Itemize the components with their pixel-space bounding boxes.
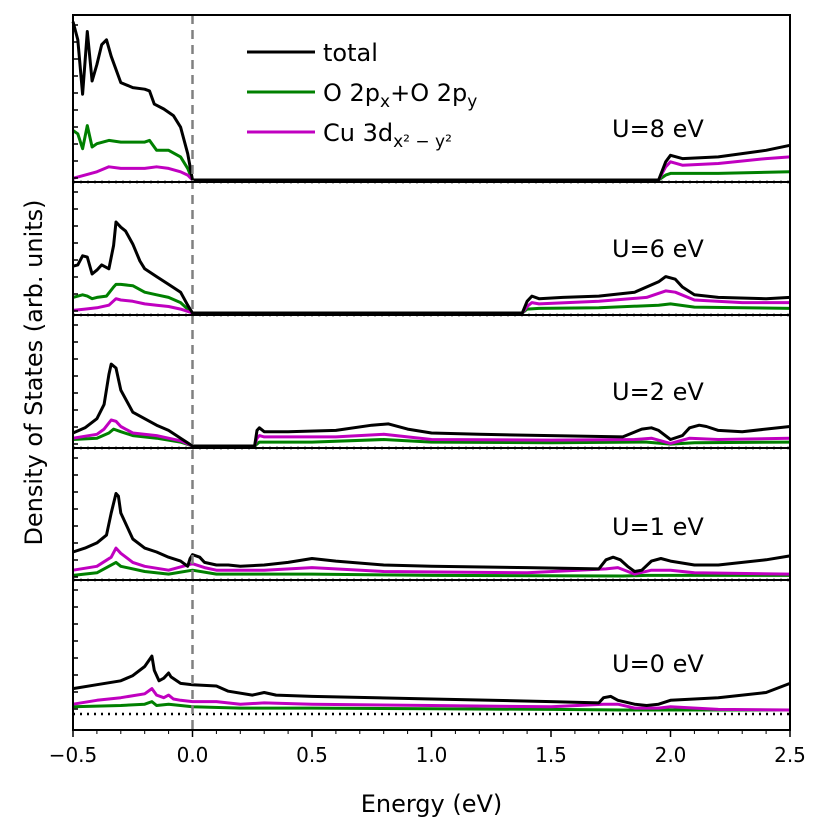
- legend-label-base: total: [323, 39, 378, 67]
- legend-label-subscript: x: [380, 92, 390, 112]
- series-total-line: [72, 492, 791, 573]
- plot-frame-layer: [72, 14, 791, 731]
- panel-labels: U=8 eV U=6 eV U=2 eV U=1 eV U=0 eV: [612, 115, 704, 678]
- x-axis-ticks: −0.5 0.0 0.5 1.0 1.5 2.0 2.5: [49, 730, 806, 767]
- series-cu-line: [72, 155, 791, 182]
- panel-label: U=1 eV: [612, 513, 704, 541]
- x-tick-label: 0.5: [296, 743, 328, 767]
- legend: total O 2px+O 2py Cu 3dx² − y²: [247, 39, 477, 152]
- legend-label-subscript: y: [467, 92, 477, 112]
- series-o-line: [72, 124, 791, 182]
- x-tick-label: 2.5: [774, 743, 806, 767]
- legend-label-tail: +O 2p: [390, 79, 467, 107]
- series-o-line: [72, 560, 790, 578]
- x-tick-label: 2.0: [655, 743, 687, 767]
- x-tick-label: 1.0: [416, 743, 448, 767]
- legend-label: O 2px+O 2py: [323, 79, 477, 112]
- legend-label: total: [323, 39, 378, 67]
- panel-label: U=6 eV: [612, 235, 704, 263]
- x-axis-title: Energy (eV): [361, 790, 503, 818]
- legend-item: total: [247, 39, 378, 67]
- series-cu-line: [72, 546, 791, 576]
- x-tick-label: −0.5: [49, 743, 98, 767]
- series-total-line: [72, 220, 791, 315]
- x-tick-label: 1.5: [535, 743, 567, 767]
- legend-label-base: Cu 3d: [323, 119, 393, 147]
- legend-item: Cu 3dx² − y²: [247, 119, 452, 152]
- legend-label: Cu 3dx² − y²: [323, 119, 452, 152]
- series-total-line: [71, 21, 791, 182]
- legend-label-base: O 2p: [323, 79, 380, 107]
- legend-label-subscript: x² − y²: [393, 132, 452, 152]
- series-cu-line: [72, 687, 791, 712]
- series-o-line: [72, 282, 791, 315]
- panel-label: U=2 eV: [612, 378, 704, 406]
- series-total-line: [72, 362, 791, 448]
- series-total-line: [72, 654, 791, 707]
- x-tick-label: 0.0: [177, 743, 209, 767]
- panel-label: U=0 eV: [612, 650, 704, 678]
- panel-label: U=8 eV: [612, 115, 704, 143]
- legend-item: O 2px+O 2py: [247, 79, 477, 112]
- series-cu-line: [72, 418, 791, 448]
- y-axis-title: Density of States (arb. units): [20, 199, 48, 545]
